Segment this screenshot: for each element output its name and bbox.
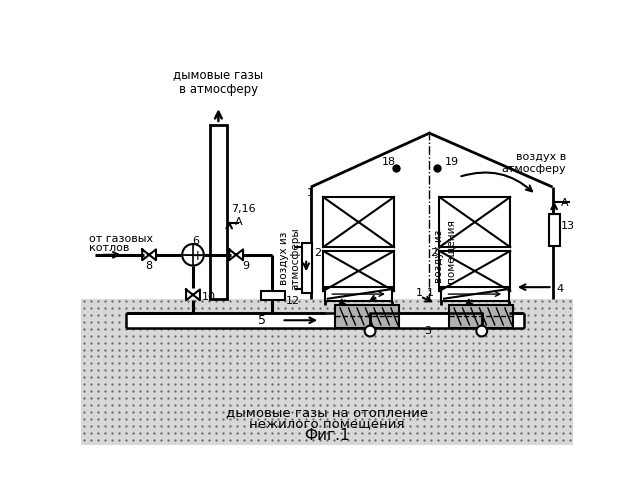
Bar (261, 291, 285, 300)
Bar (336, 305, 399, 328)
Text: 18: 18 (382, 156, 396, 166)
Bar (440, 251, 510, 291)
Circle shape (477, 326, 487, 336)
Bar (441, 287, 508, 301)
Bar (323, 197, 394, 247)
Text: −: − (182, 248, 195, 263)
Text: 12: 12 (286, 296, 300, 306)
Text: 10: 10 (202, 292, 216, 302)
Bar (302, 244, 311, 294)
Text: 1: 1 (307, 188, 314, 198)
Text: 13: 13 (561, 220, 575, 230)
Text: 3: 3 (424, 326, 431, 336)
Bar (325, 287, 392, 301)
Bar (440, 197, 510, 247)
Circle shape (365, 326, 376, 336)
Text: +: + (191, 248, 203, 262)
Text: 1: 1 (416, 288, 423, 298)
Circle shape (182, 244, 204, 266)
Text: 7,16: 7,16 (232, 204, 256, 214)
Text: 19: 19 (445, 156, 459, 166)
Text: A: A (235, 216, 243, 226)
Text: дымовые газы
в атмосферу: дымовые газы в атмосферу (174, 68, 263, 96)
Bar (210, 126, 227, 298)
Text: Фиг.1: Фиг.1 (304, 428, 350, 444)
Text: нежилого помещения: нежилого помещения (249, 417, 404, 430)
Text: A: A (561, 198, 568, 208)
Text: 4: 4 (556, 284, 563, 294)
Text: воздух в
атмосферу: воздух в атмосферу (502, 152, 567, 174)
Text: 8: 8 (145, 260, 152, 270)
Bar (449, 305, 512, 328)
Text: от газовых: от газовых (89, 234, 153, 244)
Bar (549, 214, 560, 246)
Bar (323, 251, 394, 291)
Text: 2: 2 (430, 248, 437, 258)
Text: котлов: котлов (89, 243, 130, 253)
Bar (127, 312, 523, 328)
Text: 9: 9 (242, 260, 249, 270)
Text: 1: 1 (427, 288, 434, 298)
Text: воздух из
атмосферы: воздух из атмосферы (279, 228, 300, 290)
Text: 6: 6 (192, 236, 199, 246)
Text: 5: 5 (258, 314, 266, 327)
Text: воздух из
помещения: воздух из помещения (434, 219, 456, 283)
Bar (82, 298, 572, 445)
Text: 2: 2 (314, 248, 321, 258)
Text: дымовые газы на отопление: дымовые газы на отопление (226, 406, 428, 419)
